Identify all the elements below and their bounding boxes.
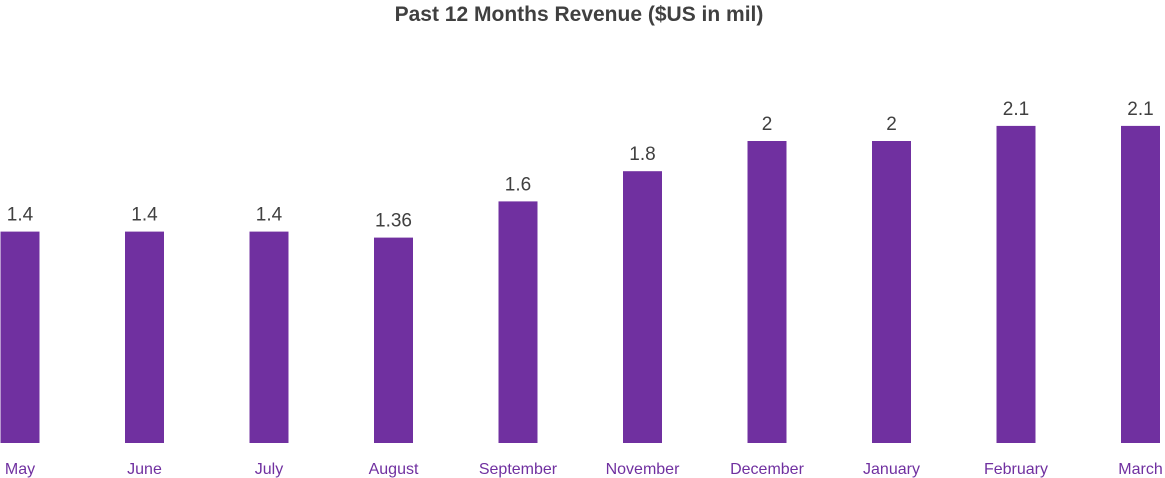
value-label-february: 2.1 — [1003, 99, 1029, 120]
value-label-may: 1.4 — [7, 205, 34, 226]
bars-group — [0, 125, 1160, 444]
category-label-february: February — [984, 461, 1048, 478]
value-label-december: 2 — [762, 114, 773, 135]
category-label-june: June — [127, 461, 162, 478]
bar-december — [747, 141, 787, 443]
category-label-march: March — [1118, 461, 1162, 478]
bar-june — [125, 231, 164, 443]
value-labels-group: 1.4 1.4 1.4 1.36 1.6 1.8 2 2 2.1 2.1 — [7, 99, 1154, 232]
category-label-august: August — [369, 461, 419, 478]
category-label-november: November — [606, 461, 680, 478]
value-label-september: 1.6 — [505, 174, 531, 195]
value-label-july: 1.4 — [256, 205, 283, 226]
bar-august — [374, 237, 413, 443]
value-label-august: 1.36 — [375, 211, 412, 232]
category-labels-group: May June July August September November Decemb… — [5, 461, 1163, 478]
category-label-december: December — [730, 461, 804, 478]
bar-november — [623, 171, 662, 443]
bar-may — [0, 231, 40, 443]
value-label-november: 1.8 — [629, 144, 655, 165]
category-label-july: July — [255, 461, 283, 478]
value-label-march: 2.1 — [1127, 99, 1153, 120]
bar-march — [1121, 125, 1160, 444]
bar-january — [872, 141, 911, 443]
bar-july — [249, 231, 289, 443]
category-label-may: May — [5, 461, 35, 478]
bar-september — [498, 201, 538, 443]
value-label-june: 1.4 — [131, 205, 158, 226]
category-label-january: January — [863, 461, 920, 478]
chart-title: Past 12 Months Revenue ($US in mil) — [395, 3, 764, 26]
category-label-september: September — [479, 461, 558, 478]
value-label-january: 2 — [886, 114, 897, 135]
bar-february — [996, 125, 1036, 444]
